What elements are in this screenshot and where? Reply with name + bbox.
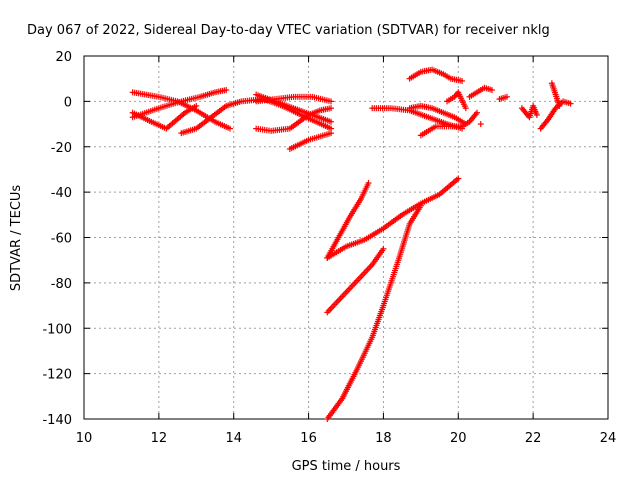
y-axis-label: SDTVAR / TECUs	[9, 185, 24, 292]
y-tick-label: -60	[51, 232, 72, 247]
x-tick-label: 18	[375, 431, 392, 446]
axis-ticks: 10 12 14 16 18 20 22 24 -140 -120 -100 -80 -60 -40 -20…	[42, 50, 616, 446]
data-point	[455, 175, 462, 182]
x-tick-label: 14	[225, 431, 242, 446]
x-tick-label: 22	[525, 431, 542, 446]
data-point	[477, 121, 484, 128]
y-tick-label: 0	[64, 95, 72, 110]
data-point	[567, 100, 574, 107]
y-tick-label: -80	[51, 277, 72, 292]
x-tick-label: 24	[600, 431, 617, 446]
data-point	[328, 105, 335, 112]
grid	[84, 56, 608, 419]
y-tick-label: -100	[42, 322, 72, 337]
x-tick-label: 20	[450, 431, 467, 446]
data-point	[488, 87, 495, 94]
data-point	[223, 87, 230, 94]
x-tick-label: 16	[300, 431, 317, 446]
y-tick-label: 20	[55, 50, 72, 65]
data-point	[365, 180, 372, 187]
x-tick-label: 10	[76, 431, 93, 446]
data-point	[226, 125, 233, 132]
data-point	[459, 77, 466, 84]
chart-title: Day 067 of 2022, Sidereal Day-to-day VTE…	[27, 23, 550, 38]
data-point	[328, 130, 335, 137]
data-point	[533, 111, 540, 118]
data-point	[556, 102, 563, 109]
data-point	[503, 93, 510, 100]
data-point	[462, 105, 469, 112]
y-tick-label: -140	[42, 413, 72, 428]
x-axis-label: GPS time / hours	[292, 459, 401, 474]
y-tick-label: -120	[42, 368, 72, 383]
data-point	[380, 245, 387, 252]
data-point	[328, 98, 335, 105]
data-point	[417, 202, 424, 209]
data-points	[129, 66, 574, 422]
data-point	[193, 102, 200, 109]
y-tick-label: -20	[51, 141, 72, 156]
y-tick-label: -40	[51, 186, 72, 201]
data-point	[328, 118, 335, 125]
data-point	[474, 109, 480, 116]
x-tick-label: 12	[151, 431, 168, 446]
